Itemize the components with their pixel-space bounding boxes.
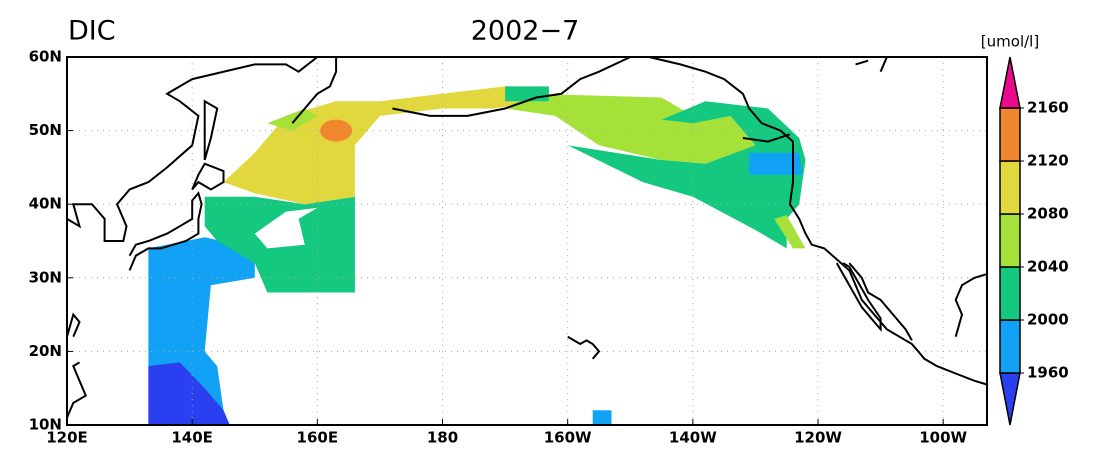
colorbar-segment xyxy=(999,319,1021,374)
colorbar-segment xyxy=(999,107,1021,162)
colorbar-tick-label: 2080 xyxy=(1027,205,1069,223)
colorbar-segment xyxy=(999,213,1021,268)
dic-region xyxy=(267,108,318,131)
dic-region xyxy=(749,152,803,175)
y-tick-label: 10N xyxy=(29,416,62,434)
coastline xyxy=(855,59,869,66)
dic-region xyxy=(148,362,230,425)
map-subtitle: 2002−7 xyxy=(471,16,580,47)
y-tick-label: 40N xyxy=(29,195,62,213)
colorbar-under xyxy=(999,372,1021,426)
colorbar-tick-label: 1960 xyxy=(1027,364,1069,382)
x-tick-label: 140E xyxy=(171,429,213,447)
x-tick-label: 100W xyxy=(919,429,967,447)
x-tick-label: 180 xyxy=(427,429,458,447)
colorbar-tick-label: 2040 xyxy=(1027,258,1069,276)
y-tick-label: 60N xyxy=(29,48,62,66)
colorbar-over xyxy=(999,56,1021,109)
missing-data xyxy=(254,207,318,249)
x-tick-label: 160E xyxy=(297,429,339,447)
dic-region xyxy=(223,86,549,205)
coastline xyxy=(567,335,601,360)
coastline xyxy=(648,56,988,386)
coastline xyxy=(848,262,913,341)
coastline xyxy=(954,273,988,337)
colorbar-segment xyxy=(999,160,1021,215)
x-tick-label: 140W xyxy=(669,429,717,447)
dic-region xyxy=(774,215,806,249)
x-tick-label: 160W xyxy=(544,429,592,447)
coastline xyxy=(392,56,631,117)
colorbar-segment xyxy=(999,266,1021,321)
coastline xyxy=(203,99,219,161)
coastline xyxy=(742,133,791,143)
y-tick-label: 20N xyxy=(29,342,62,360)
coastline xyxy=(66,56,318,242)
coastline xyxy=(66,312,81,338)
colorbar-tick-label: 2160 xyxy=(1027,99,1069,117)
colorbar-label: [umol/l] xyxy=(981,33,1039,51)
dic-region xyxy=(505,86,549,102)
coastline xyxy=(291,57,338,124)
coastline xyxy=(191,162,225,191)
coastline xyxy=(879,56,888,73)
dic-region xyxy=(320,119,353,142)
map-frame xyxy=(66,56,988,426)
coastline xyxy=(835,262,882,332)
y-tick-label: 50N xyxy=(29,121,62,139)
map-title: DIC xyxy=(68,16,116,47)
colorbar-tick-label: 2000 xyxy=(1027,311,1069,329)
colorbar-tick-label: 2120 xyxy=(1027,152,1069,170)
coastline xyxy=(128,191,203,271)
dic-region xyxy=(592,410,612,425)
coastline xyxy=(66,361,88,418)
x-tick-label: 120W xyxy=(794,429,842,447)
dic-region xyxy=(567,101,806,249)
x-tick-label: 120E xyxy=(46,429,88,447)
y-tick-label: 30N xyxy=(29,268,62,286)
